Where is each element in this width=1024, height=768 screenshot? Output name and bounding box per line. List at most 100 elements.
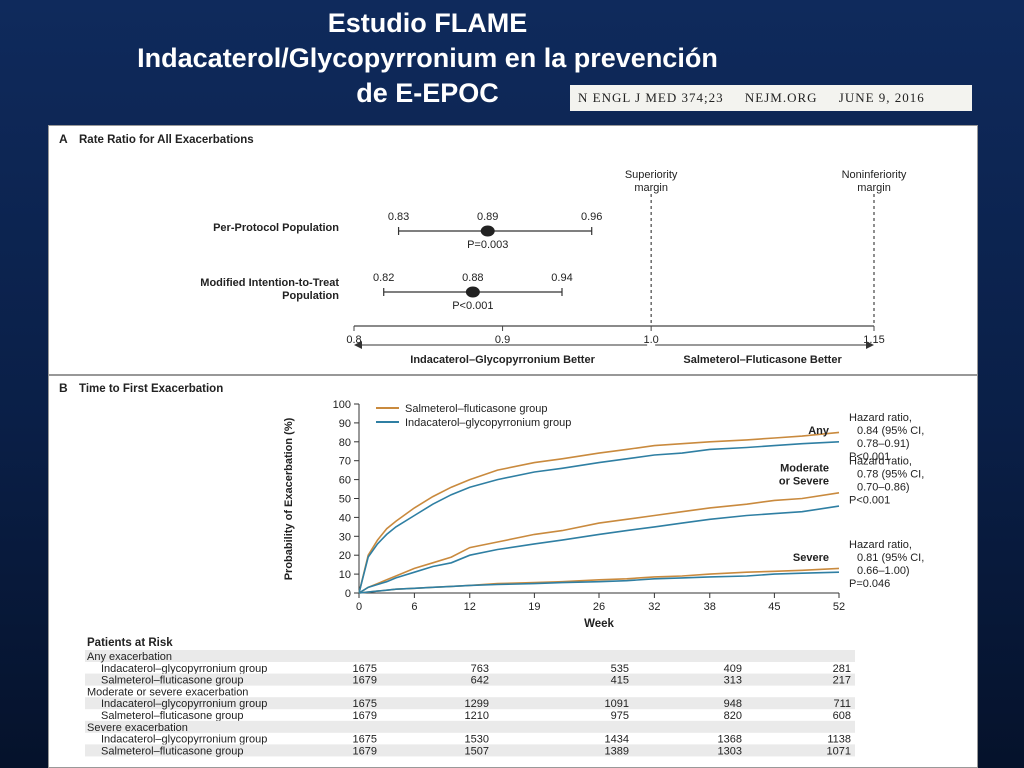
- panel-b-y-tick-label: 80: [339, 437, 351, 449]
- panel-a-letter: A: [59, 132, 68, 146]
- panel-a-background: [49, 126, 977, 376]
- forest-row-label: Modified Intention-to-Treat: [200, 277, 339, 289]
- table-cell: 1675: [353, 698, 377, 710]
- panel-b-y-tick-label: 10: [339, 569, 351, 581]
- table-row-label: Salmeterol–fluticasone group: [101, 745, 243, 757]
- table-cell: 711: [833, 698, 851, 710]
- table-cell: 642: [471, 675, 489, 687]
- point-estimate-marker: [480, 225, 495, 237]
- table-cell: 1389: [605, 745, 629, 757]
- table-cell: 1679: [353, 675, 377, 687]
- curve-label: Moderate: [780, 463, 829, 475]
- panel-b-y-tick-label: 50: [339, 494, 351, 506]
- table-cell: 1434: [605, 734, 629, 746]
- ci-upper-label: 0.94: [551, 272, 572, 284]
- table-cell: 1138: [827, 734, 851, 746]
- left-arrow-head: [354, 341, 362, 349]
- table-group-header: Severe exacerbation: [87, 722, 188, 734]
- km-curve-moderate-or-severe-salmeterol: [358, 492, 840, 594]
- hazard-ratio-label: Hazard ratio,: [849, 412, 912, 424]
- table-cell: 217: [833, 675, 851, 687]
- panel-b-y-tick-label: 70: [339, 456, 351, 468]
- table-cell: 535: [611, 663, 629, 675]
- forest-row-label: Per-Protocol Population: [213, 222, 339, 234]
- table-cell: 409: [724, 663, 742, 675]
- km-curve-any-salmeterol: [358, 431, 840, 594]
- km-curve-severe-salmeterol: [358, 567, 840, 594]
- reference-line-label: Superiority: [625, 169, 678, 181]
- km-curve-severe-indacaterol: [358, 571, 840, 594]
- km-curve-moderate-or-severe-indacaterol: [358, 505, 840, 594]
- table-cell: 1368: [718, 734, 742, 746]
- panel-a-x-tick-label: 1.0: [643, 334, 658, 346]
- slide-title-line-2: Indacaterol/Glycopyrronium en la prevenc…: [137, 43, 718, 73]
- ci-lower-label: 0.82: [373, 272, 394, 284]
- table-row-shading: [85, 673, 855, 686]
- slide-title: Estudio FLAME Indacaterol/Glycopyrronium…: [0, 6, 855, 111]
- reference-line-label: margin: [634, 182, 668, 194]
- table-row-label: Salmeterol–fluticasone group: [101, 675, 243, 687]
- panel-a-title: Rate Ratio for All Exacerbations: [79, 134, 254, 146]
- table-cell: 1679: [353, 710, 377, 722]
- km-curve-any-indacaterol: [358, 441, 840, 594]
- table-cell: 281: [833, 663, 851, 675]
- table-row-shading: [85, 697, 855, 710]
- table-cell: 975: [611, 710, 629, 722]
- panel-b-x-tick-label: 26: [593, 601, 605, 613]
- table-cell: 1071: [827, 745, 851, 757]
- right-arrow-label: Salmeterol–Fluticasone Better: [683, 354, 842, 366]
- table-cell: 608: [833, 710, 851, 722]
- table-cell: 1679: [353, 745, 377, 757]
- ci-lower-label: 0.83: [388, 211, 409, 223]
- table-cell: 820: [724, 710, 742, 722]
- hazard-ratio-p-value: P=0.046: [849, 578, 890, 590]
- table-row-shading: [85, 744, 855, 757]
- table-cell: 1675: [353, 663, 377, 675]
- panel-b-y-tick-label: 30: [339, 531, 351, 543]
- slide-title-line-3: de E-EPOC: [356, 78, 499, 108]
- table-row-shading: [85, 720, 855, 733]
- table-cell: 1303: [718, 745, 742, 757]
- p-value-label: P=0.003: [467, 239, 508, 251]
- hazard-ratio-p-value: P<0.001: [849, 495, 890, 507]
- panel-a-x-tick-label: 0.9: [495, 334, 510, 346]
- table-cell: 1530: [465, 734, 489, 746]
- ci-upper-label: 0.96: [581, 211, 602, 223]
- figure-svg: A Rate Ratio for All Exacerbations 0.8 0.9 1…: [49, 126, 977, 757]
- panel-b-x-tick-label: 0: [356, 601, 362, 613]
- curve-label: Severe: [793, 552, 829, 564]
- panel-b-x-tick-label: 6: [411, 601, 417, 613]
- hazard-ratio-detail: 0.81 (95% CI,: [857, 552, 924, 564]
- figure-panel: A Rate Ratio for All Exacerbations 0.8 0.9 1…: [48, 125, 978, 768]
- table-cell: 415: [611, 675, 629, 687]
- panel-b-y-tick-label: 60: [339, 475, 351, 487]
- curve-label: Any: [808, 425, 830, 437]
- table-row-label: Indacaterol–glycopyrronium group: [101, 663, 267, 675]
- panel-a-x-tick-label: 0.8: [346, 334, 361, 346]
- curve-label: or Severe: [779, 476, 829, 488]
- forest-row-label: Population: [282, 290, 339, 302]
- hazard-ratio-detail: 0.78 (95% CI,: [857, 469, 924, 481]
- hazard-ratio-detail: 0.66–1.00): [857, 565, 910, 577]
- table-cell: 1091: [605, 698, 629, 710]
- legend-label: Indacaterol–glycopyrronium group: [405, 417, 571, 429]
- table-cell: 1299: [465, 698, 489, 710]
- panel-b-y-tick-label: 40: [339, 512, 351, 524]
- panel-b-y-tick-label: 20: [339, 550, 351, 562]
- reference-line-label: Noninferiority: [842, 169, 907, 181]
- panel-b-letter: B: [59, 381, 68, 395]
- table-cell: 763: [471, 663, 489, 675]
- hazard-ratio-detail: 0.70–0.86): [857, 482, 910, 494]
- estimate-label: 0.89: [477, 211, 498, 223]
- legend-label: Salmeterol–fluticasone group: [405, 403, 547, 415]
- table-cell: 1675: [353, 734, 377, 746]
- table-cell: 1210: [465, 710, 489, 722]
- panel-b-x-tick-label: 38: [704, 601, 716, 613]
- patients-at-risk-title: Patients at Risk: [87, 637, 173, 649]
- table-cell: 948: [724, 698, 742, 710]
- right-arrow-head: [866, 341, 874, 349]
- panel-b-x-tick-label: 52: [833, 601, 845, 613]
- panel-b-x-tick-label: 19: [528, 601, 540, 613]
- slide-title-line-1: Estudio FLAME: [327, 8, 528, 38]
- table-row-label: Salmeterol–fluticasone group: [101, 710, 243, 722]
